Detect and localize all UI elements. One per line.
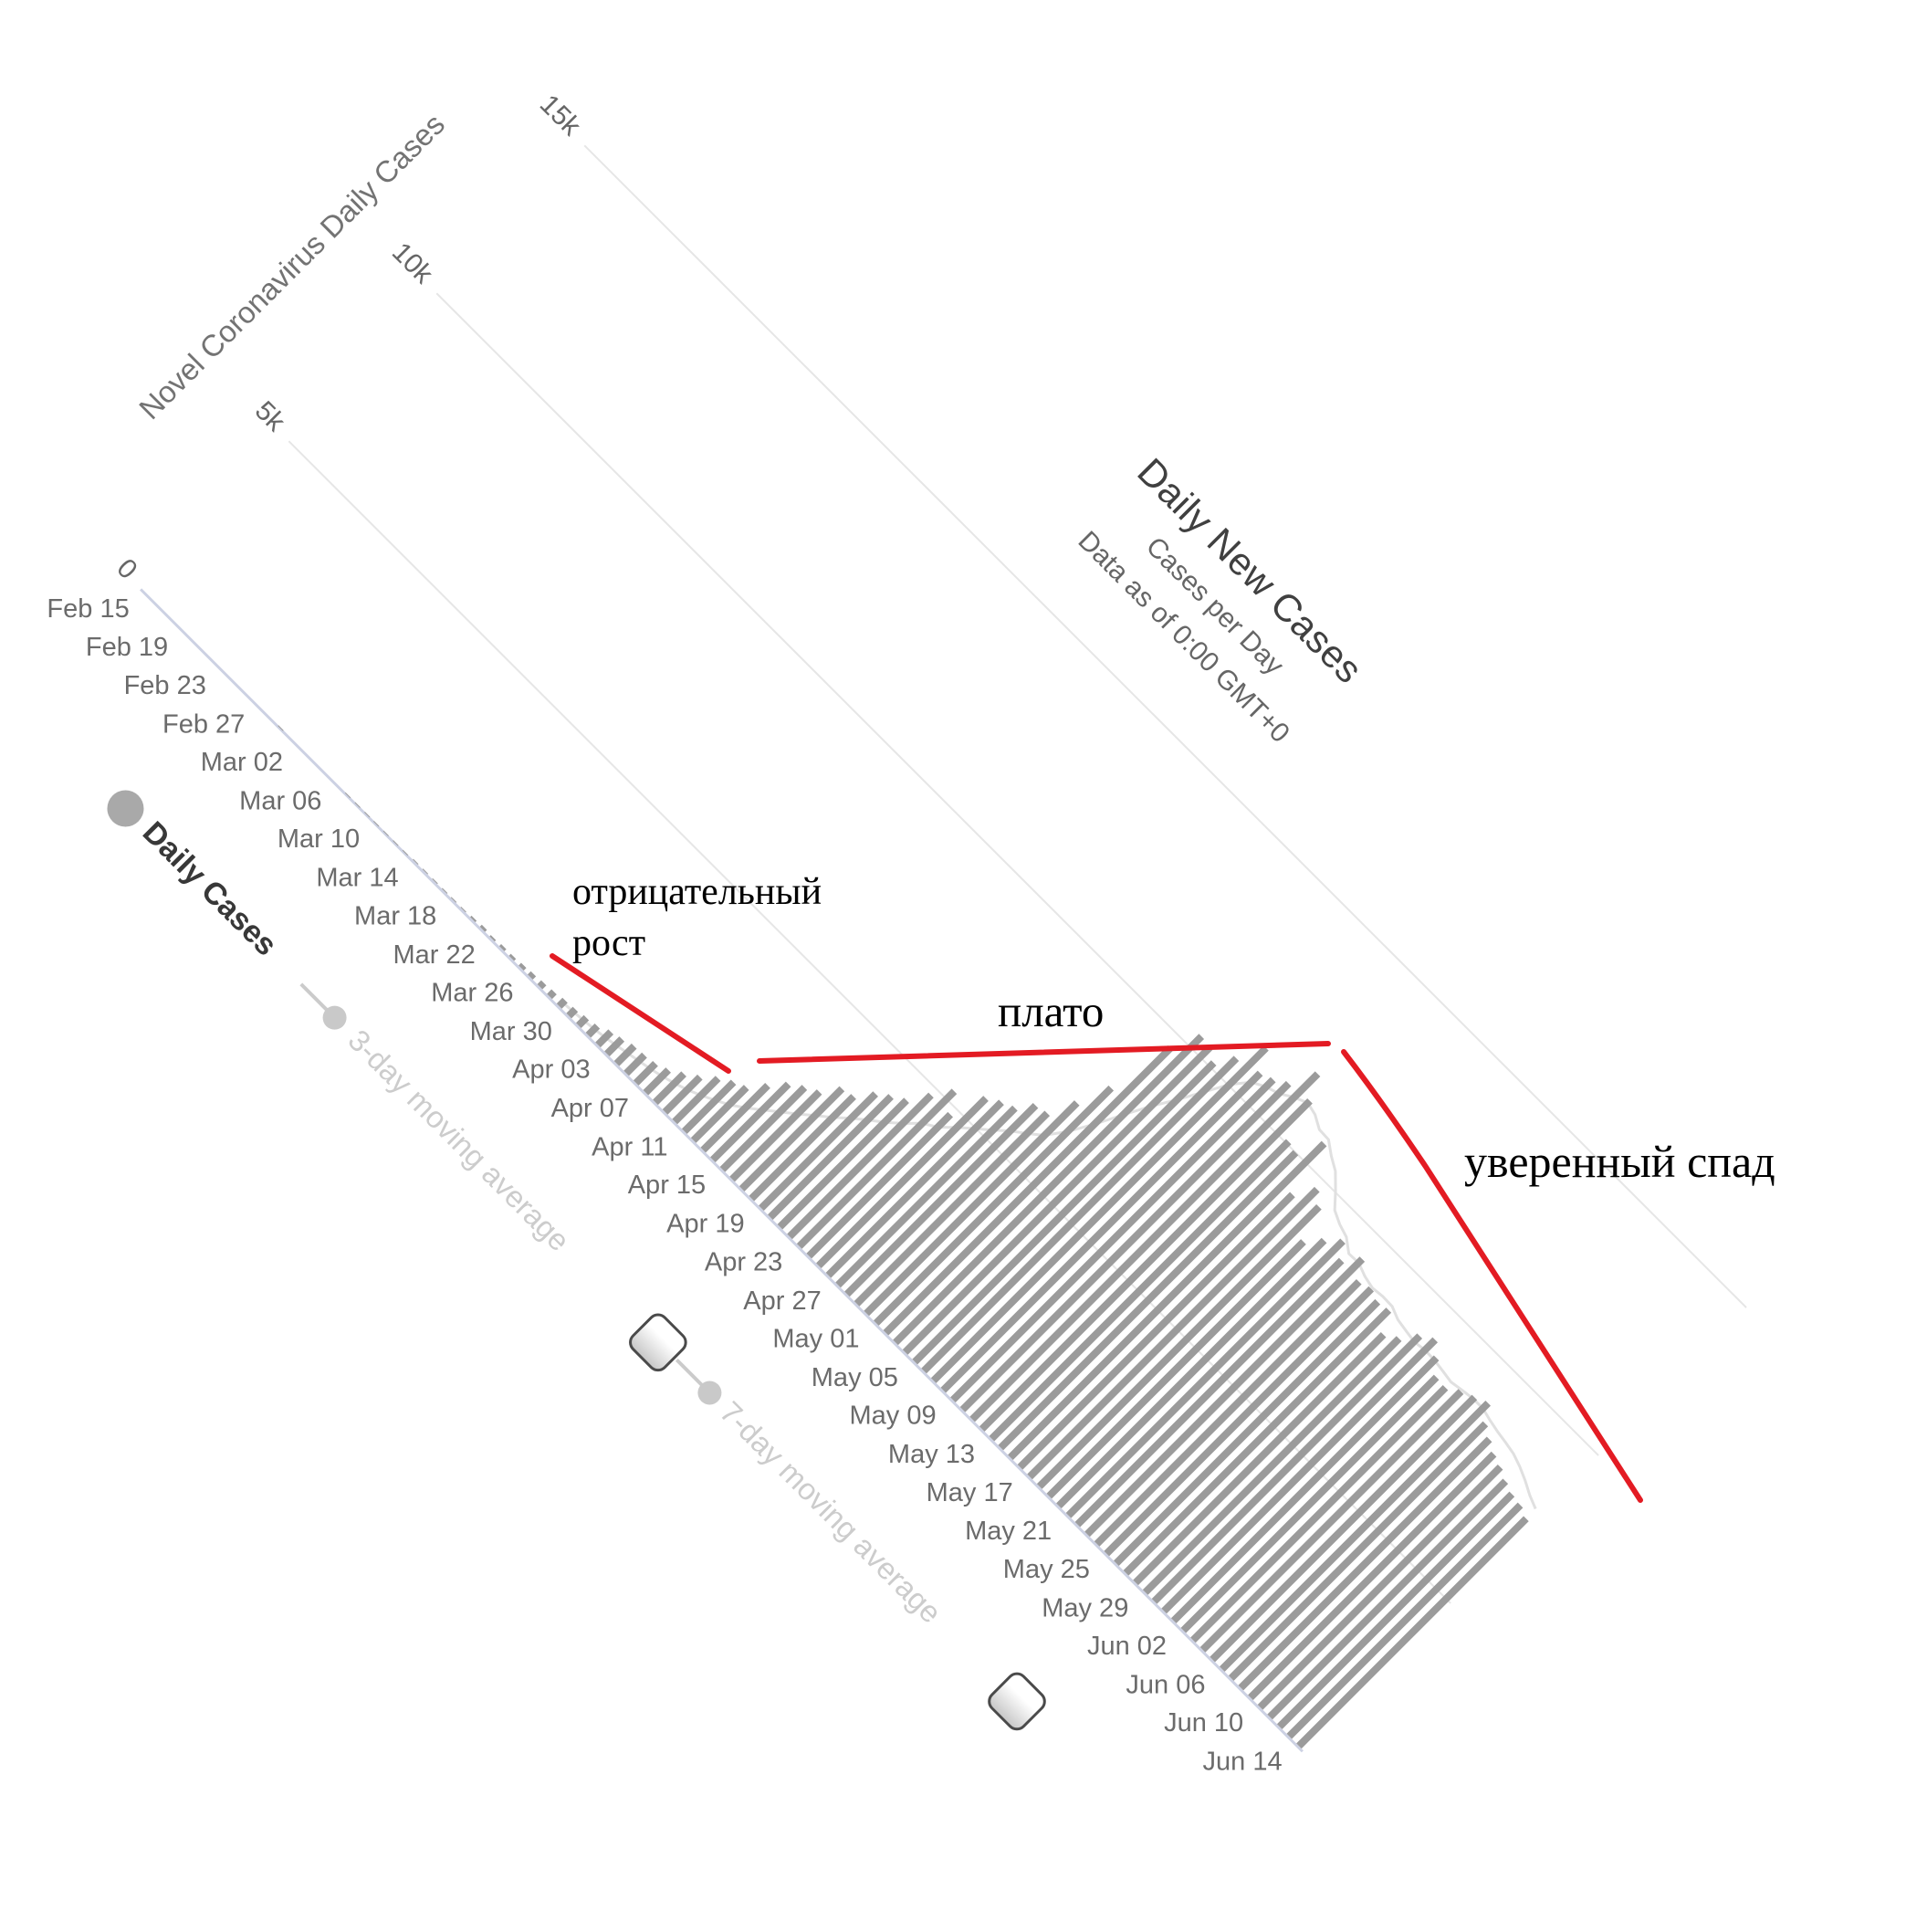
- annotation-decline: уверенный спад: [1464, 1136, 1775, 1187]
- x-tick-label: Jun 06: [1126, 1670, 1206, 1700]
- x-tick-label: May 01: [772, 1324, 860, 1354]
- annotation-plateau: плато: [998, 986, 1105, 1036]
- x-tick-label: Mar 30: [469, 1016, 552, 1046]
- x-tick-label: Mar 14: [316, 863, 399, 893]
- x-tick-label: May 17: [926, 1477, 1013, 1507]
- x-tick-label: Feb 27: [162, 709, 246, 740]
- x-tick-label: Feb 23: [123, 671, 207, 701]
- x-tick-label: May 05: [811, 1362, 898, 1392]
- x-tick-label: Mar 18: [354, 901, 437, 931]
- x-tick-label: Mar 22: [393, 940, 476, 970]
- x-tick-label: May 29: [1041, 1593, 1129, 1623]
- x-tick-label: May 09: [849, 1401, 937, 1431]
- x-tick-label: Mar 26: [431, 978, 514, 1008]
- x-tick-label: Feb 19: [85, 633, 169, 663]
- annotation-negative-growth: отрицательный рост: [572, 871, 822, 964]
- x-tick-label: Mar 10: [278, 824, 361, 855]
- x-tick-label: Feb 15: [47, 594, 131, 625]
- x-tick-label: May 21: [964, 1516, 1052, 1546]
- x-tick-label: Jun 02: [1087, 1632, 1168, 1662]
- x-tick-label: Jun 10: [1164, 1708, 1244, 1738]
- x-tick-label: Apr 03: [512, 1055, 591, 1085]
- x-tick-label: May 13: [887, 1439, 975, 1469]
- x-tick-label: Mar 06: [239, 786, 322, 816]
- x-tick-label: Apr 15: [627, 1171, 707, 1201]
- x-tick-label: May 25: [1002, 1554, 1090, 1584]
- x-tick-label: Jun 14: [1202, 1747, 1283, 1777]
- x-tick-label: Apr 27: [742, 1286, 822, 1316]
- x-tick-label: Mar 02: [201, 748, 284, 778]
- x-tick-label: Apr 07: [550, 1094, 630, 1124]
- x-tick-label: Apr 11: [591, 1132, 668, 1162]
- x-tick-label: Apr 23: [704, 1247, 783, 1277]
- x-tick-label: Apr 19: [665, 1209, 745, 1239]
- y-tick-0: 0: [110, 552, 143, 585]
- y-tick-15k: 15k: [533, 89, 587, 142]
